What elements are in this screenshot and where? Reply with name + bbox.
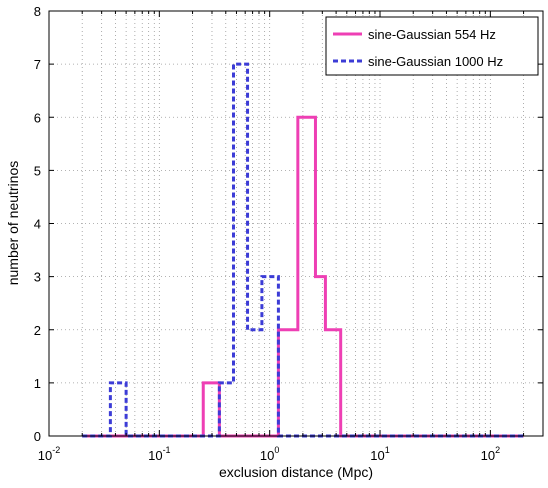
x-tick-label: 102	[481, 445, 500, 463]
y-tick-label: 1	[34, 376, 41, 391]
y-axis-label: number of neutrinos	[5, 161, 21, 286]
x-axis-label: exclusion distance (Mpc)	[219, 464, 373, 480]
y-tick-label: 0	[34, 429, 41, 444]
series-layer	[82, 62, 524, 438]
x-tick-label: 10-1	[148, 445, 170, 463]
y-tick-labels: 0 1 2 3 4 5 6 7 8	[34, 4, 41, 444]
x-tick-label: 10-2	[38, 445, 60, 463]
legend-box	[325, 16, 539, 76]
y-tick-label: 8	[34, 4, 41, 19]
legend-label-1000hz: sine-Gaussian 1000 Hz	[368, 54, 503, 69]
y-tick-label: 3	[34, 270, 41, 285]
x-tick-label: 100	[260, 445, 279, 463]
legend: sine-Gaussian 554 Hz sine-Gaussian 1000 …	[325, 16, 539, 76]
plot-area	[49, 11, 543, 436]
series-line-sine-gaussian-554-hz	[82, 115, 524, 438]
x-tick-labels: 10-2 10-1 100 101 102	[38, 445, 500, 463]
grid-lines	[48, 11, 544, 436]
y-tick-label: 4	[34, 217, 41, 232]
y-tick-label: 5	[34, 163, 41, 178]
legend-label-554hz: sine-Gaussian 554 Hz	[368, 27, 496, 42]
y-tick-label: 2	[34, 323, 41, 338]
axis-ticks	[48, 10, 544, 437]
y-tick-label: 7	[34, 57, 41, 72]
series-line-sine-gaussian-1000-hz	[82, 62, 524, 438]
y-tick-label: 6	[34, 110, 41, 125]
x-tick-label: 101	[370, 445, 389, 463]
